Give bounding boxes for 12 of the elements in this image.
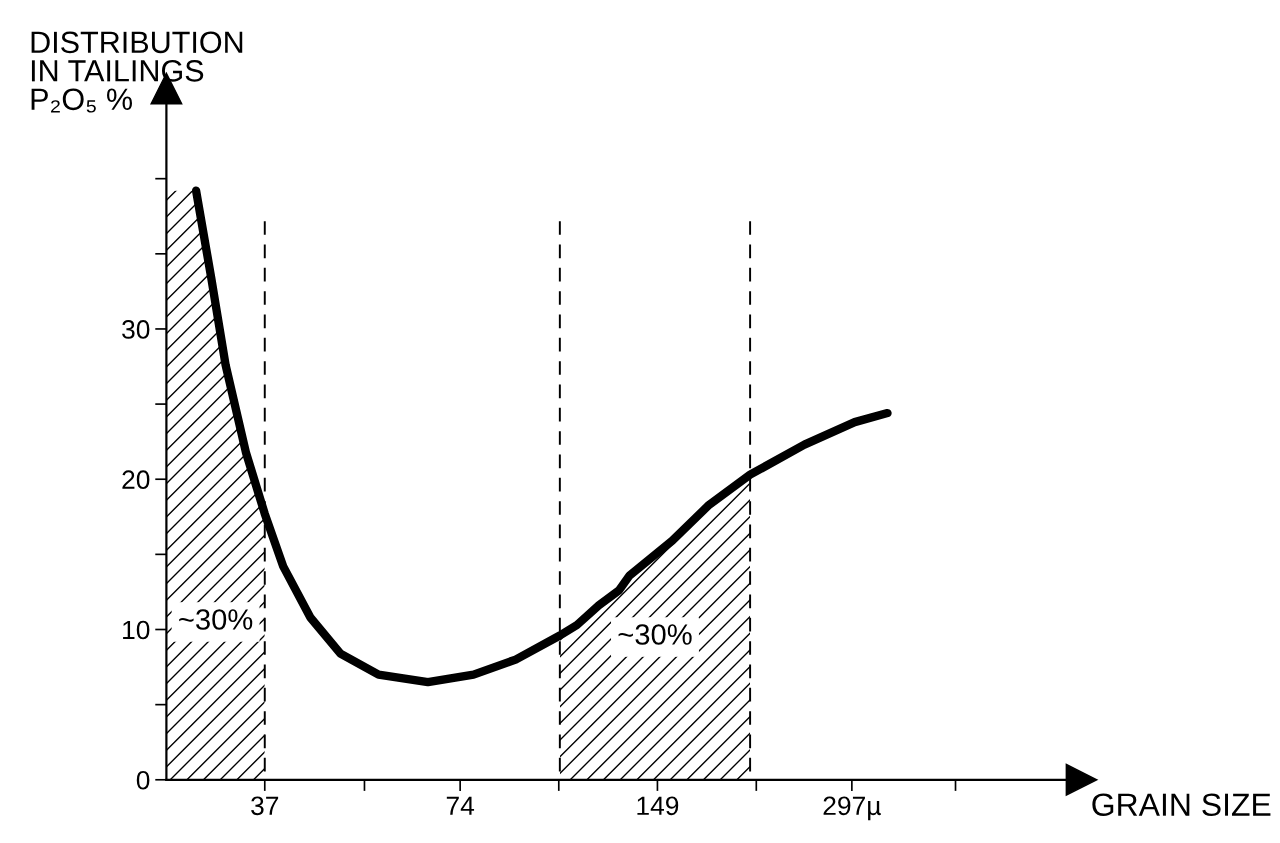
band-label: ~30% (618, 624, 692, 645)
x-tick-label: 149 (637, 796, 679, 816)
band-label: ~30% (179, 609, 253, 630)
y-axis-title: DISTRIBUTION IN TAILINGS P₂O₅ % (31, 31, 243, 113)
y-tick-label: 0 (136, 770, 150, 790)
x-tick-label: 74 (446, 796, 475, 815)
x-tick-label: 37 (251, 796, 279, 816)
y-tick-label: 30 (122, 320, 150, 339)
x-axis-title: GRAIN SIZE (1092, 793, 1271, 816)
y-tick-label: 10 (123, 620, 150, 640)
y-tick-label: 20 (122, 470, 150, 490)
x-tick-label: 297µ (823, 796, 881, 821)
